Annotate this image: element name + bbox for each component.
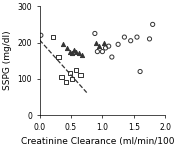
Point — [98, 45, 101, 47]
Point — [104, 47, 107, 49]
Point — [71, 52, 74, 55]
Point — [93, 32, 96, 35]
Point — [65, 81, 67, 84]
Point — [123, 36, 126, 38]
Point — [81, 54, 84, 56]
Point — [95, 41, 97, 44]
Point — [107, 45, 110, 47]
X-axis label: Creatinine Clearance (ml/min/100g): Creatinine Clearance (ml/min/100g) — [21, 137, 174, 146]
Point — [129, 39, 132, 42]
Point — [62, 43, 65, 46]
Point — [60, 76, 63, 78]
Point — [71, 78, 74, 80]
Point — [68, 50, 71, 53]
Point — [110, 56, 113, 58]
Point — [75, 69, 77, 71]
Point — [75, 50, 77, 53]
Point — [96, 50, 99, 53]
Point — [66, 47, 69, 49]
Point — [136, 36, 138, 38]
Point — [79, 74, 82, 76]
Point — [151, 23, 154, 26]
Point — [73, 49, 76, 51]
Point — [117, 43, 120, 46]
Point — [52, 36, 55, 38]
Point — [39, 34, 42, 37]
Point — [101, 50, 104, 53]
Point — [139, 70, 141, 73]
Point — [68, 72, 71, 74]
Y-axis label: SSPG (mg/dl): SSPG (mg/dl) — [3, 31, 12, 90]
Point — [77, 52, 80, 55]
Point — [148, 38, 151, 40]
Point — [102, 42, 105, 44]
Point — [57, 56, 60, 58]
